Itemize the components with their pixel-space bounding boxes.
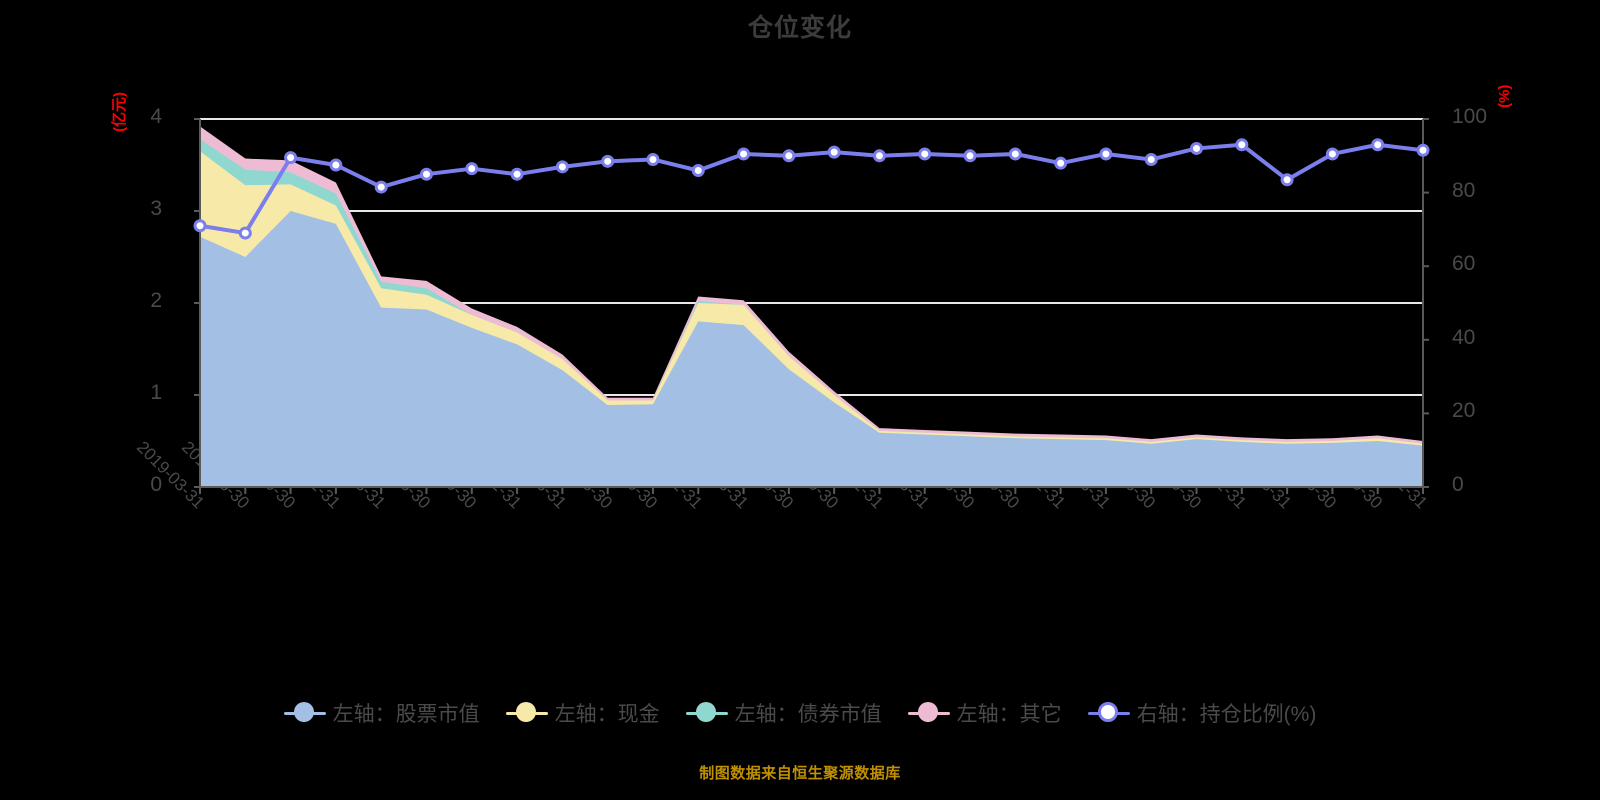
ratio-line-markers	[193, 138, 1430, 240]
legend-item-label: 左轴：股票市值	[332, 703, 480, 726]
filled-circle-marker	[907, 702, 950, 724]
right-axis-tick-40: 40	[1452, 325, 1476, 349]
left-axis-tick-2: 2	[150, 289, 162, 312]
footer-attribution: 制图数据来自恒生聚源数据库	[699, 765, 901, 782]
legend-item-label: 左轴：其它	[956, 703, 1062, 726]
left-axis-tick-0: 0	[150, 473, 162, 496]
filled-circle-marker	[685, 702, 728, 724]
left-axis-tick-4: 4	[150, 105, 162, 128]
ratio-line-series	[198, 142, 1425, 236]
legend-item-label: 左轴：债券市值	[734, 703, 882, 726]
right-axis-tick-80: 80	[1452, 178, 1476, 202]
filled-circle-marker	[283, 702, 326, 724]
legend-item-label: 左轴：现金	[554, 703, 660, 726]
left-axis-tick-3: 3	[150, 197, 162, 220]
legend-item-1[interactable]: 左轴：现金	[505, 698, 660, 728]
legend-item-0[interactable]: 左轴：股票市值	[283, 698, 480, 728]
hollow-circle-marker	[1087, 702, 1130, 724]
right-axis-tick-20: 20	[1452, 399, 1476, 423]
legend-item-3[interactable]: 左轴：其它	[907, 698, 1062, 728]
stacked-area-series	[200, 126, 1423, 488]
right-axis-tick-100: 100	[1452, 105, 1488, 128]
legend: 左轴：股票市值 左轴：现金 左轴：债券市值 左轴：其它 右轴：持仓比例(%)	[0, 698, 1600, 728]
axis-tick-marks	[194, 118, 1429, 494]
legend-item-label: 右轴：持仓比例(%)	[1136, 703, 1317, 726]
filled-circle-marker	[505, 702, 548, 724]
legend-item-4[interactable]: 右轴：持仓比例(%)	[1087, 698, 1317, 728]
right-axis-tick-0: 0	[1452, 473, 1464, 496]
page-title: 仓位变化	[747, 14, 852, 42]
left-axis-tick-1: 1	[150, 381, 162, 404]
right-axis-tick-60: 60	[1452, 252, 1476, 276]
legend-item-2[interactable]: 左轴：债券市值	[685, 698, 882, 728]
